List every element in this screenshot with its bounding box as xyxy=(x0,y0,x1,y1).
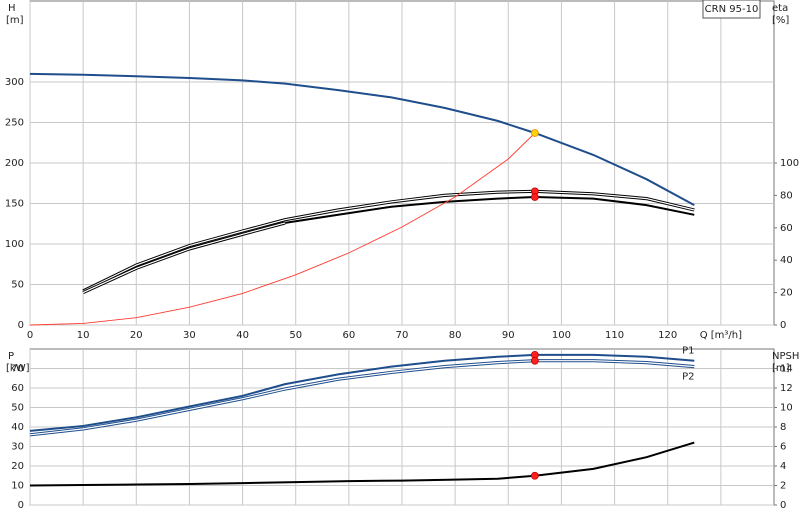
y-tick-label: 0 xyxy=(18,500,24,511)
y-tick-label: 50 xyxy=(11,280,24,291)
x-tick-label: 100 xyxy=(552,330,571,341)
chart-title: CRN 95-10 xyxy=(705,4,759,15)
series-line xyxy=(29,132,536,326)
y-axis-label: P xyxy=(8,351,14,362)
x-tick-label: 90 xyxy=(502,330,515,341)
series-line xyxy=(29,72,695,206)
series-label: P1 xyxy=(682,346,694,357)
y2-tick-label: 80 xyxy=(780,190,793,201)
y-tick-label: 50 xyxy=(11,403,24,414)
duty-point xyxy=(530,471,539,480)
series-line xyxy=(82,190,695,292)
x-tick-label: 40 xyxy=(236,330,249,341)
x-tick-label: 50 xyxy=(289,330,302,341)
title-box xyxy=(702,0,761,19)
y2-tick-label: 20 xyxy=(780,288,793,299)
y2-axis-unit: [%] xyxy=(772,15,789,26)
y-axis-unit: [kW] xyxy=(6,363,30,374)
y2-tick-label: 8 xyxy=(780,422,786,433)
y-tick-label: 60 xyxy=(11,383,24,394)
y-tick-label: 30 xyxy=(11,442,24,453)
y-tick-label: 40 xyxy=(11,422,24,433)
series-line xyxy=(29,441,695,487)
y-tick-label: 100 xyxy=(5,239,24,250)
x-tick-label: 80 xyxy=(449,330,462,341)
x-tick-label: Q [m³/h] xyxy=(700,330,742,341)
y2-axis-label: eta xyxy=(772,3,788,14)
y-tick-label: 10 xyxy=(11,481,24,492)
y-tick-label: 150 xyxy=(5,199,24,210)
y2-tick-label: 60 xyxy=(780,223,793,234)
x-tick-label: 60 xyxy=(342,330,355,341)
y2-tick-label: 10 xyxy=(780,403,793,414)
x-tick-label: 10 xyxy=(77,330,90,341)
series-line xyxy=(29,360,695,436)
y2-axis-unit: [m] xyxy=(772,363,790,374)
y2-tick-label: 4 xyxy=(780,461,786,472)
y2-tick-label: 0 xyxy=(780,320,786,331)
y2-tick-label: 2 xyxy=(780,481,786,492)
y2-tick-label: 100 xyxy=(780,158,799,169)
y-tick-label: 250 xyxy=(5,118,24,129)
series-line xyxy=(284,195,695,224)
y2-tick-label: 40 xyxy=(780,255,793,266)
duty-point xyxy=(530,129,539,137)
y2-axis-label: NPSH xyxy=(772,351,799,362)
y-tick-label: 70 xyxy=(11,364,24,375)
y2-tick-label: 12 xyxy=(780,383,793,394)
series-line xyxy=(82,222,286,294)
y-tick-label: 0 xyxy=(18,320,24,331)
x-tick-label: 20 xyxy=(130,330,143,341)
x-tick-label: 0 xyxy=(27,330,33,341)
y-tick-label: 300 xyxy=(5,77,24,88)
series-line xyxy=(29,353,695,432)
duty-point xyxy=(530,356,539,365)
y-axis-label: H xyxy=(8,3,16,14)
y2-tick-label: 6 xyxy=(780,442,786,453)
x-tick-label: 120 xyxy=(658,330,677,341)
y-axis-unit: [m] xyxy=(6,15,24,26)
y-tick-label: 20 xyxy=(11,461,24,472)
series-label: P2 xyxy=(682,372,694,383)
x-tick-label: 110 xyxy=(605,330,624,341)
duty-point xyxy=(530,193,539,201)
x-tick-label: 30 xyxy=(183,330,196,341)
y2-tick-label: 14 xyxy=(780,364,793,375)
y2-tick-label: 0 xyxy=(780,500,786,511)
x-tick-label: 70 xyxy=(396,330,409,341)
y-tick-label: 200 xyxy=(5,158,24,169)
